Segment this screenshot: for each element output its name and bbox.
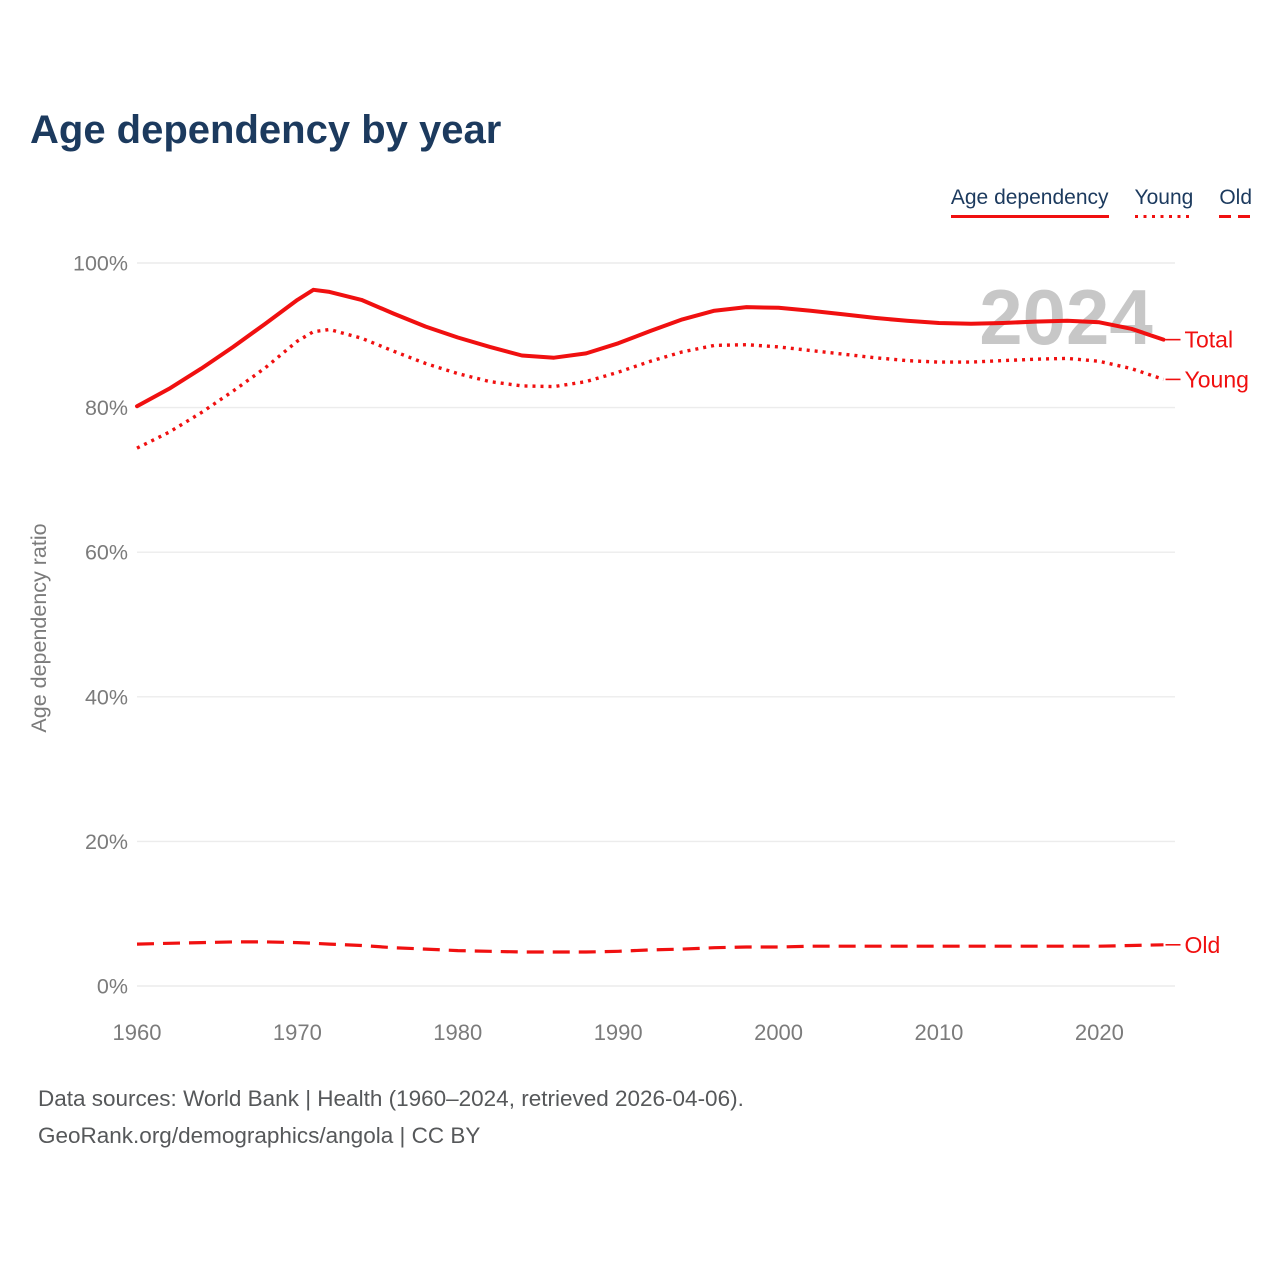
legend-swatch-dashed-line [1219, 215, 1252, 218]
y-tick-label: 60% [85, 541, 128, 565]
legend-item-old[interactable]: Old [1219, 186, 1252, 218]
y-tick-label: 80% [85, 396, 128, 420]
x-tick-label: 1980 [433, 1020, 482, 1045]
x-tick-label: 1960 [113, 1020, 162, 1045]
x-tick-label: 2000 [754, 1020, 803, 1045]
y-axis-title: Age dependency ratio [27, 523, 51, 732]
legend-swatch-dotted-line [1134, 215, 1194, 218]
series-line-young [136, 327, 1165, 450]
x-tick-label: 2020 [1075, 1020, 1124, 1045]
footer: Data sources: World Bank | Health (1960–… [38, 1080, 744, 1154]
series-end-label-young: Young [1185, 366, 1249, 392]
legend-item-age-dependency[interactable]: Age dependency [950, 186, 1109, 218]
legend-item-young[interactable]: Young [1134, 186, 1194, 218]
y-tick-label: 40% [85, 685, 128, 709]
legend: Age dependency Young Old [950, 186, 1252, 218]
y-tick-label: 100% [73, 252, 128, 276]
footer-attribution: GeoRank.org/demographics/angola | CC BY [38, 1123, 481, 1149]
legend-swatch-solid-line [950, 215, 1109, 218]
legend-label-young: Young [1134, 186, 1194, 209]
x-tick-label: 1990 [594, 1020, 643, 1045]
footer-data-sources: Data sources: World Bank | Health (1960–… [38, 1086, 744, 1111]
page-title: Age dependency by year [30, 108, 502, 152]
x-tick-label: 1970 [273, 1020, 322, 1045]
y-tick-label: 20% [85, 830, 128, 854]
series-line-total [135, 287, 1166, 409]
x-tick-label: 2010 [914, 1020, 963, 1045]
legend-label-age-dependency: Age dependency [950, 186, 1109, 209]
watermark-year: 2024 [979, 273, 1153, 361]
legend-label-old: Old [1219, 186, 1252, 209]
series-end-label-old: Old [1185, 932, 1221, 958]
series-end-label-total: Total [1185, 327, 1234, 353]
y-tick-label: 0% [97, 975, 128, 999]
series-line-old [136, 940, 1164, 954]
